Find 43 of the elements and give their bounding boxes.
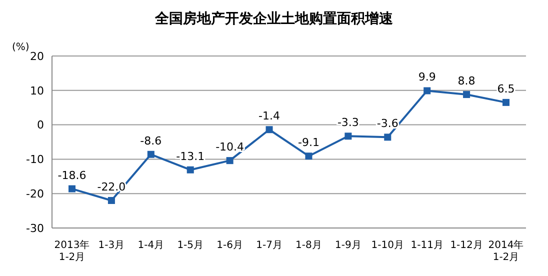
y-axis-title: (%) [12,42,30,53]
y-tick-label: 0 [37,118,44,132]
point [384,134,392,141]
point [266,126,273,134]
x-tick-label: 1-11月 [410,240,444,251]
x-tick-label: 1-8月 [296,240,322,251]
x-tick-label: 1-10月 [371,240,404,251]
data-label: 9.9 [418,70,436,84]
x-tick-label: 1-5月 [177,240,204,251]
data-label: -10.4 [216,140,244,154]
data-label: -13.1 [176,150,205,163]
data-label: 8.8 [458,74,476,88]
x-tick-label: 1-7月 [256,240,282,251]
point [147,150,154,158]
chart-title: 全国房地产开发企业土地购置面积增速 [154,10,394,28]
x-tick-label: 1-4月 [138,240,164,251]
y-tick-label: 10 [30,84,44,98]
data-label: -3.3 [337,116,359,130]
x-tick-label: 1-9月 [335,240,362,251]
point [463,91,470,98]
point [186,166,194,174]
x-tick-label: 1-6月 [216,240,243,251]
y-tick-label: -20 [26,188,44,201]
data-label: -18.6 [58,168,86,182]
data-label: -9.1 [298,136,320,150]
data-label: -8.6 [140,134,162,148]
x-tick-label: 2014年 1-2月 [488,239,524,263]
y-tick-label: 20 [30,50,44,63]
point [344,132,352,140]
y-tick-label: -10 [26,153,44,166]
point [108,196,115,204]
data-label: 6.5 [497,82,515,96]
data-label: -1.4 [258,110,280,123]
point [424,87,431,94]
x-tick-label: 2013年 1-2月 [54,239,90,263]
data-label: -3.6 [376,117,398,130]
point [502,98,510,106]
point [226,157,234,164]
point [305,152,312,160]
point [68,185,76,192]
x-tick-label: 1-3月 [98,240,125,251]
x-tick-label: 1-12月 [450,240,483,251]
y-tick-label: -30 [26,222,44,235]
